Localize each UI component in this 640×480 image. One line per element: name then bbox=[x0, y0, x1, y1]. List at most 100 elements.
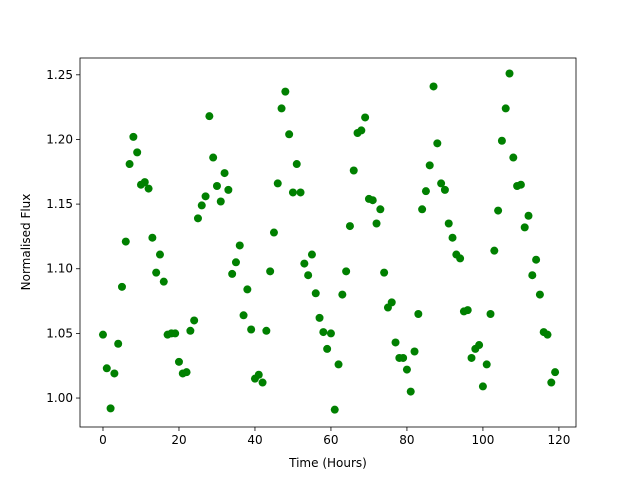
point bbox=[421, 187, 430, 196]
point bbox=[285, 130, 294, 139]
point bbox=[174, 357, 183, 366]
point bbox=[380, 268, 389, 277]
point bbox=[277, 104, 286, 113]
point bbox=[193, 214, 202, 223]
point bbox=[330, 405, 339, 414]
point bbox=[551, 368, 560, 377]
point bbox=[437, 179, 446, 188]
point bbox=[281, 87, 290, 96]
point bbox=[304, 271, 313, 280]
point bbox=[497, 136, 506, 145]
point bbox=[262, 326, 271, 335]
point bbox=[391, 338, 400, 347]
point bbox=[372, 219, 381, 228]
point bbox=[414, 309, 423, 318]
point bbox=[243, 285, 252, 294]
point bbox=[201, 192, 210, 201]
point bbox=[475, 341, 484, 350]
x-tick-label: 80 bbox=[399, 433, 414, 447]
point bbox=[501, 104, 510, 113]
point bbox=[345, 222, 354, 231]
point bbox=[478, 382, 487, 391]
point bbox=[144, 184, 153, 193]
point bbox=[535, 290, 544, 299]
y-tick-label: 1.20 bbox=[46, 132, 73, 146]
point bbox=[171, 329, 180, 338]
point bbox=[239, 311, 248, 320]
point bbox=[129, 132, 138, 141]
point bbox=[444, 219, 453, 228]
point bbox=[528, 271, 537, 280]
point bbox=[121, 237, 130, 246]
point bbox=[288, 188, 297, 197]
point bbox=[524, 211, 533, 220]
point bbox=[197, 201, 206, 210]
point bbox=[228, 269, 237, 278]
y-tick-label: 1.00 bbox=[46, 391, 73, 405]
point bbox=[357, 126, 366, 135]
x-tick-label: 20 bbox=[171, 433, 186, 447]
point bbox=[247, 325, 256, 334]
point bbox=[456, 254, 465, 263]
point bbox=[463, 306, 472, 315]
point bbox=[209, 153, 218, 162]
point bbox=[133, 148, 142, 157]
point bbox=[224, 185, 233, 194]
point bbox=[516, 180, 525, 189]
x-axis-label: Time (Hours) bbox=[288, 456, 367, 470]
x-tick-label: 0 bbox=[99, 433, 107, 447]
point bbox=[326, 329, 335, 338]
point bbox=[543, 330, 552, 339]
point bbox=[258, 378, 267, 387]
point bbox=[547, 378, 556, 387]
point bbox=[433, 139, 442, 148]
point bbox=[323, 344, 332, 353]
point bbox=[266, 267, 275, 276]
point bbox=[110, 369, 119, 378]
point bbox=[152, 268, 161, 277]
point bbox=[532, 255, 541, 264]
point bbox=[140, 178, 149, 187]
point bbox=[315, 313, 324, 322]
point bbox=[387, 298, 396, 307]
point bbox=[494, 206, 503, 215]
point bbox=[486, 309, 495, 318]
point bbox=[376, 205, 385, 214]
point bbox=[216, 197, 225, 206]
point bbox=[406, 387, 415, 396]
point bbox=[254, 370, 263, 379]
point bbox=[467, 353, 476, 362]
point bbox=[410, 347, 419, 356]
point bbox=[106, 404, 115, 413]
x-tick-label: 40 bbox=[247, 433, 262, 447]
point bbox=[307, 250, 316, 259]
y-tick-label: 1.10 bbox=[46, 262, 73, 276]
point bbox=[220, 169, 229, 178]
point bbox=[205, 112, 214, 121]
point bbox=[125, 160, 134, 169]
point bbox=[190, 316, 199, 325]
point bbox=[186, 326, 195, 335]
point bbox=[490, 246, 499, 255]
point bbox=[482, 360, 491, 369]
point bbox=[349, 166, 358, 175]
point bbox=[98, 330, 107, 339]
point bbox=[425, 161, 434, 170]
point bbox=[448, 233, 457, 242]
y-tick-label: 1.25 bbox=[46, 68, 73, 82]
point bbox=[269, 228, 278, 237]
point bbox=[159, 277, 168, 286]
point bbox=[505, 69, 514, 78]
point bbox=[235, 241, 244, 250]
y-axis-label: Normalised Flux bbox=[19, 194, 33, 291]
point bbox=[311, 289, 320, 298]
point bbox=[509, 153, 518, 162]
plot-frame bbox=[79, 57, 577, 428]
point bbox=[429, 82, 438, 91]
point bbox=[402, 365, 411, 374]
point bbox=[117, 282, 126, 291]
point bbox=[292, 160, 301, 169]
point bbox=[148, 233, 157, 242]
point bbox=[300, 259, 309, 268]
